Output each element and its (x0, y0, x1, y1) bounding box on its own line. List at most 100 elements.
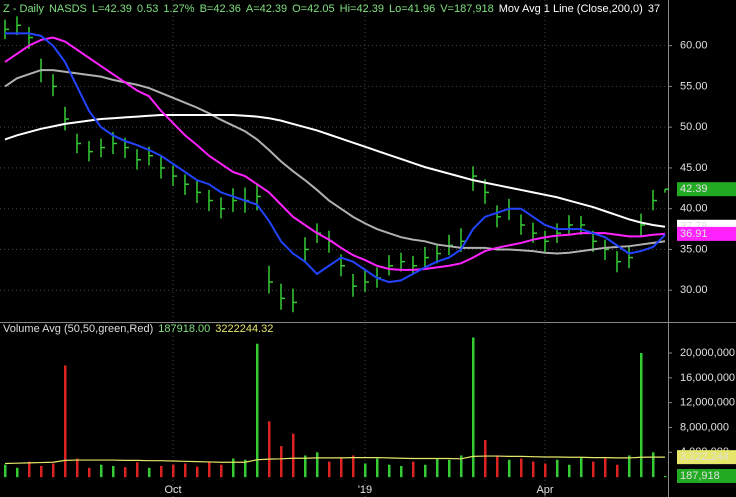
header-item: B=42.36 (200, 3, 241, 15)
x-tick-label: '19 (358, 484, 372, 496)
last-value-label: 36.91 (680, 228, 708, 240)
y-tick-label: 60.00 (680, 40, 708, 52)
header-item: Hi=42.39 (340, 3, 384, 15)
moving-average (5, 32, 666, 284)
volume-bar (328, 461, 331, 478)
volume-bar (436, 458, 439, 478)
volume-bar (136, 462, 139, 478)
x-tick-label: Oct (164, 484, 181, 496)
volume-bar (64, 365, 67, 478)
header-item: 1.27% (163, 3, 194, 15)
volume-bar (604, 458, 607, 478)
header-item: NASDS (49, 3, 87, 15)
panel-header: Volume Avg (50,50,green,Red) 187918.00 322… (3, 323, 273, 335)
header-item: L=42.39 (92, 3, 132, 15)
header-item: Z - Daily (3, 3, 44, 15)
volume-bar (352, 455, 355, 478)
y-tick-label: 45.00 (680, 162, 708, 174)
volume-bar (376, 458, 379, 478)
volume-bar (640, 353, 643, 478)
volume-bar (388, 464, 391, 478)
volume-bar (484, 439, 487, 478)
x-tick-label: Apr (536, 484, 553, 496)
volume-bar (400, 465, 403, 478)
y-tick-label: 20,000,000 (680, 347, 735, 359)
last-value-label: 42.39 (680, 183, 708, 195)
volume-bar (124, 467, 127, 478)
volume-bar (544, 463, 547, 478)
header-item: O=42.05 (292, 3, 335, 15)
volume-bar (364, 463, 367, 478)
volume-bar (340, 458, 343, 478)
last-value-label: 187,918 (680, 470, 720, 482)
volume-bar (244, 459, 247, 478)
volume-bar (28, 461, 31, 478)
volume-bar (100, 464, 103, 478)
header-item: 3222244.32 (215, 323, 273, 335)
header-item: Mov Avg 1 Line (Close,200,0) (499, 3, 643, 15)
volume-bar (172, 464, 175, 478)
y-tick-label: 12,000,000 (680, 397, 735, 409)
moving-average (4, 113, 666, 228)
header-item: Lo=41.96 (389, 3, 435, 15)
volume-bar (112, 465, 115, 478)
volume-bar (88, 467, 91, 478)
last-value-box (677, 182, 736, 197)
volume-bar (220, 464, 223, 478)
header-item: 187918.00 (158, 323, 210, 335)
last-value-box (677, 468, 736, 483)
volume-bar (268, 421, 271, 478)
volume-bar (52, 463, 55, 478)
volume-bar (196, 466, 199, 478)
volume-bar (520, 458, 523, 478)
volume-bar (580, 457, 583, 478)
volume-bar (304, 455, 307, 478)
volume-bar (76, 458, 79, 478)
volume-bar (628, 455, 631, 478)
y-tick-label: 30.00 (680, 284, 708, 296)
volume-bar (532, 461, 535, 478)
volume-bar (412, 461, 415, 478)
volume-bar (652, 452, 655, 478)
volume-bar (472, 337, 475, 478)
volume-bar (508, 459, 511, 478)
volume-bar (496, 455, 499, 478)
moving-average (4, 69, 666, 255)
header-item: A=42.39 (246, 3, 287, 15)
y-tick-label: 50.00 (680, 121, 708, 133)
panel-header: Z - Daily NASDS L=42.39 0.53 1.27% B=42.36 A=4… (3, 3, 660, 15)
volume-bar (664, 475, 667, 478)
volume-bar (280, 446, 283, 478)
volume-bar (556, 459, 559, 478)
volume-bar (40, 465, 43, 478)
volume-bar (184, 463, 187, 478)
volume-bar (4, 464, 7, 478)
volume-bar (292, 433, 295, 478)
volume-bar (424, 464, 427, 478)
volume-bar (16, 467, 19, 478)
header-item: 0.53 (137, 3, 158, 15)
y-tick-label: 40.00 (680, 203, 708, 215)
y-tick-label: 55.00 (680, 80, 708, 92)
volume-bar (460, 455, 463, 478)
volume-bar (616, 464, 619, 478)
volume-bar (148, 467, 151, 478)
moving-average (4, 36, 666, 271)
header-item: Volume Avg (50,50,green,Red) (3, 323, 153, 335)
y-tick-label: 16,000,000 (680, 372, 735, 384)
y-tick-label: 35.00 (680, 243, 708, 255)
volume-average (4, 455, 666, 465)
volume-bar (448, 459, 451, 478)
last-value-box (677, 226, 736, 241)
volume-bar (256, 343, 259, 478)
y-tick-label: 8,000,000 (680, 421, 729, 433)
volume-bar (592, 461, 595, 478)
last-value-label: 3,222,244 (680, 451, 729, 463)
volume-bar (160, 465, 163, 478)
last-value-box (677, 450, 736, 465)
volume-bar (568, 464, 571, 478)
header-item: 37 (648, 3, 660, 15)
volume-bar (232, 458, 235, 478)
